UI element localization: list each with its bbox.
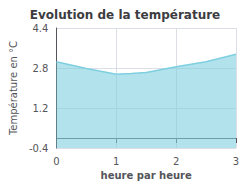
- svg-text:3: 3: [233, 156, 239, 167]
- svg-text:heure par heure: heure par heure: [101, 170, 192, 181]
- svg-text:4.4: 4.4: [33, 23, 49, 34]
- svg-text:2: 2: [173, 156, 179, 167]
- svg-text:-0.4: -0.4: [29, 143, 49, 154]
- svg-text:2.8: 2.8: [33, 63, 49, 74]
- svg-text:Evolution de la température: Evolution de la température: [30, 8, 221, 22]
- svg-text:1: 1: [113, 156, 119, 167]
- svg-text:0: 0: [53, 156, 59, 167]
- svg-text:1.2: 1.2: [33, 103, 49, 114]
- svg-text:Température en °C: Température en °C: [8, 41, 19, 136]
